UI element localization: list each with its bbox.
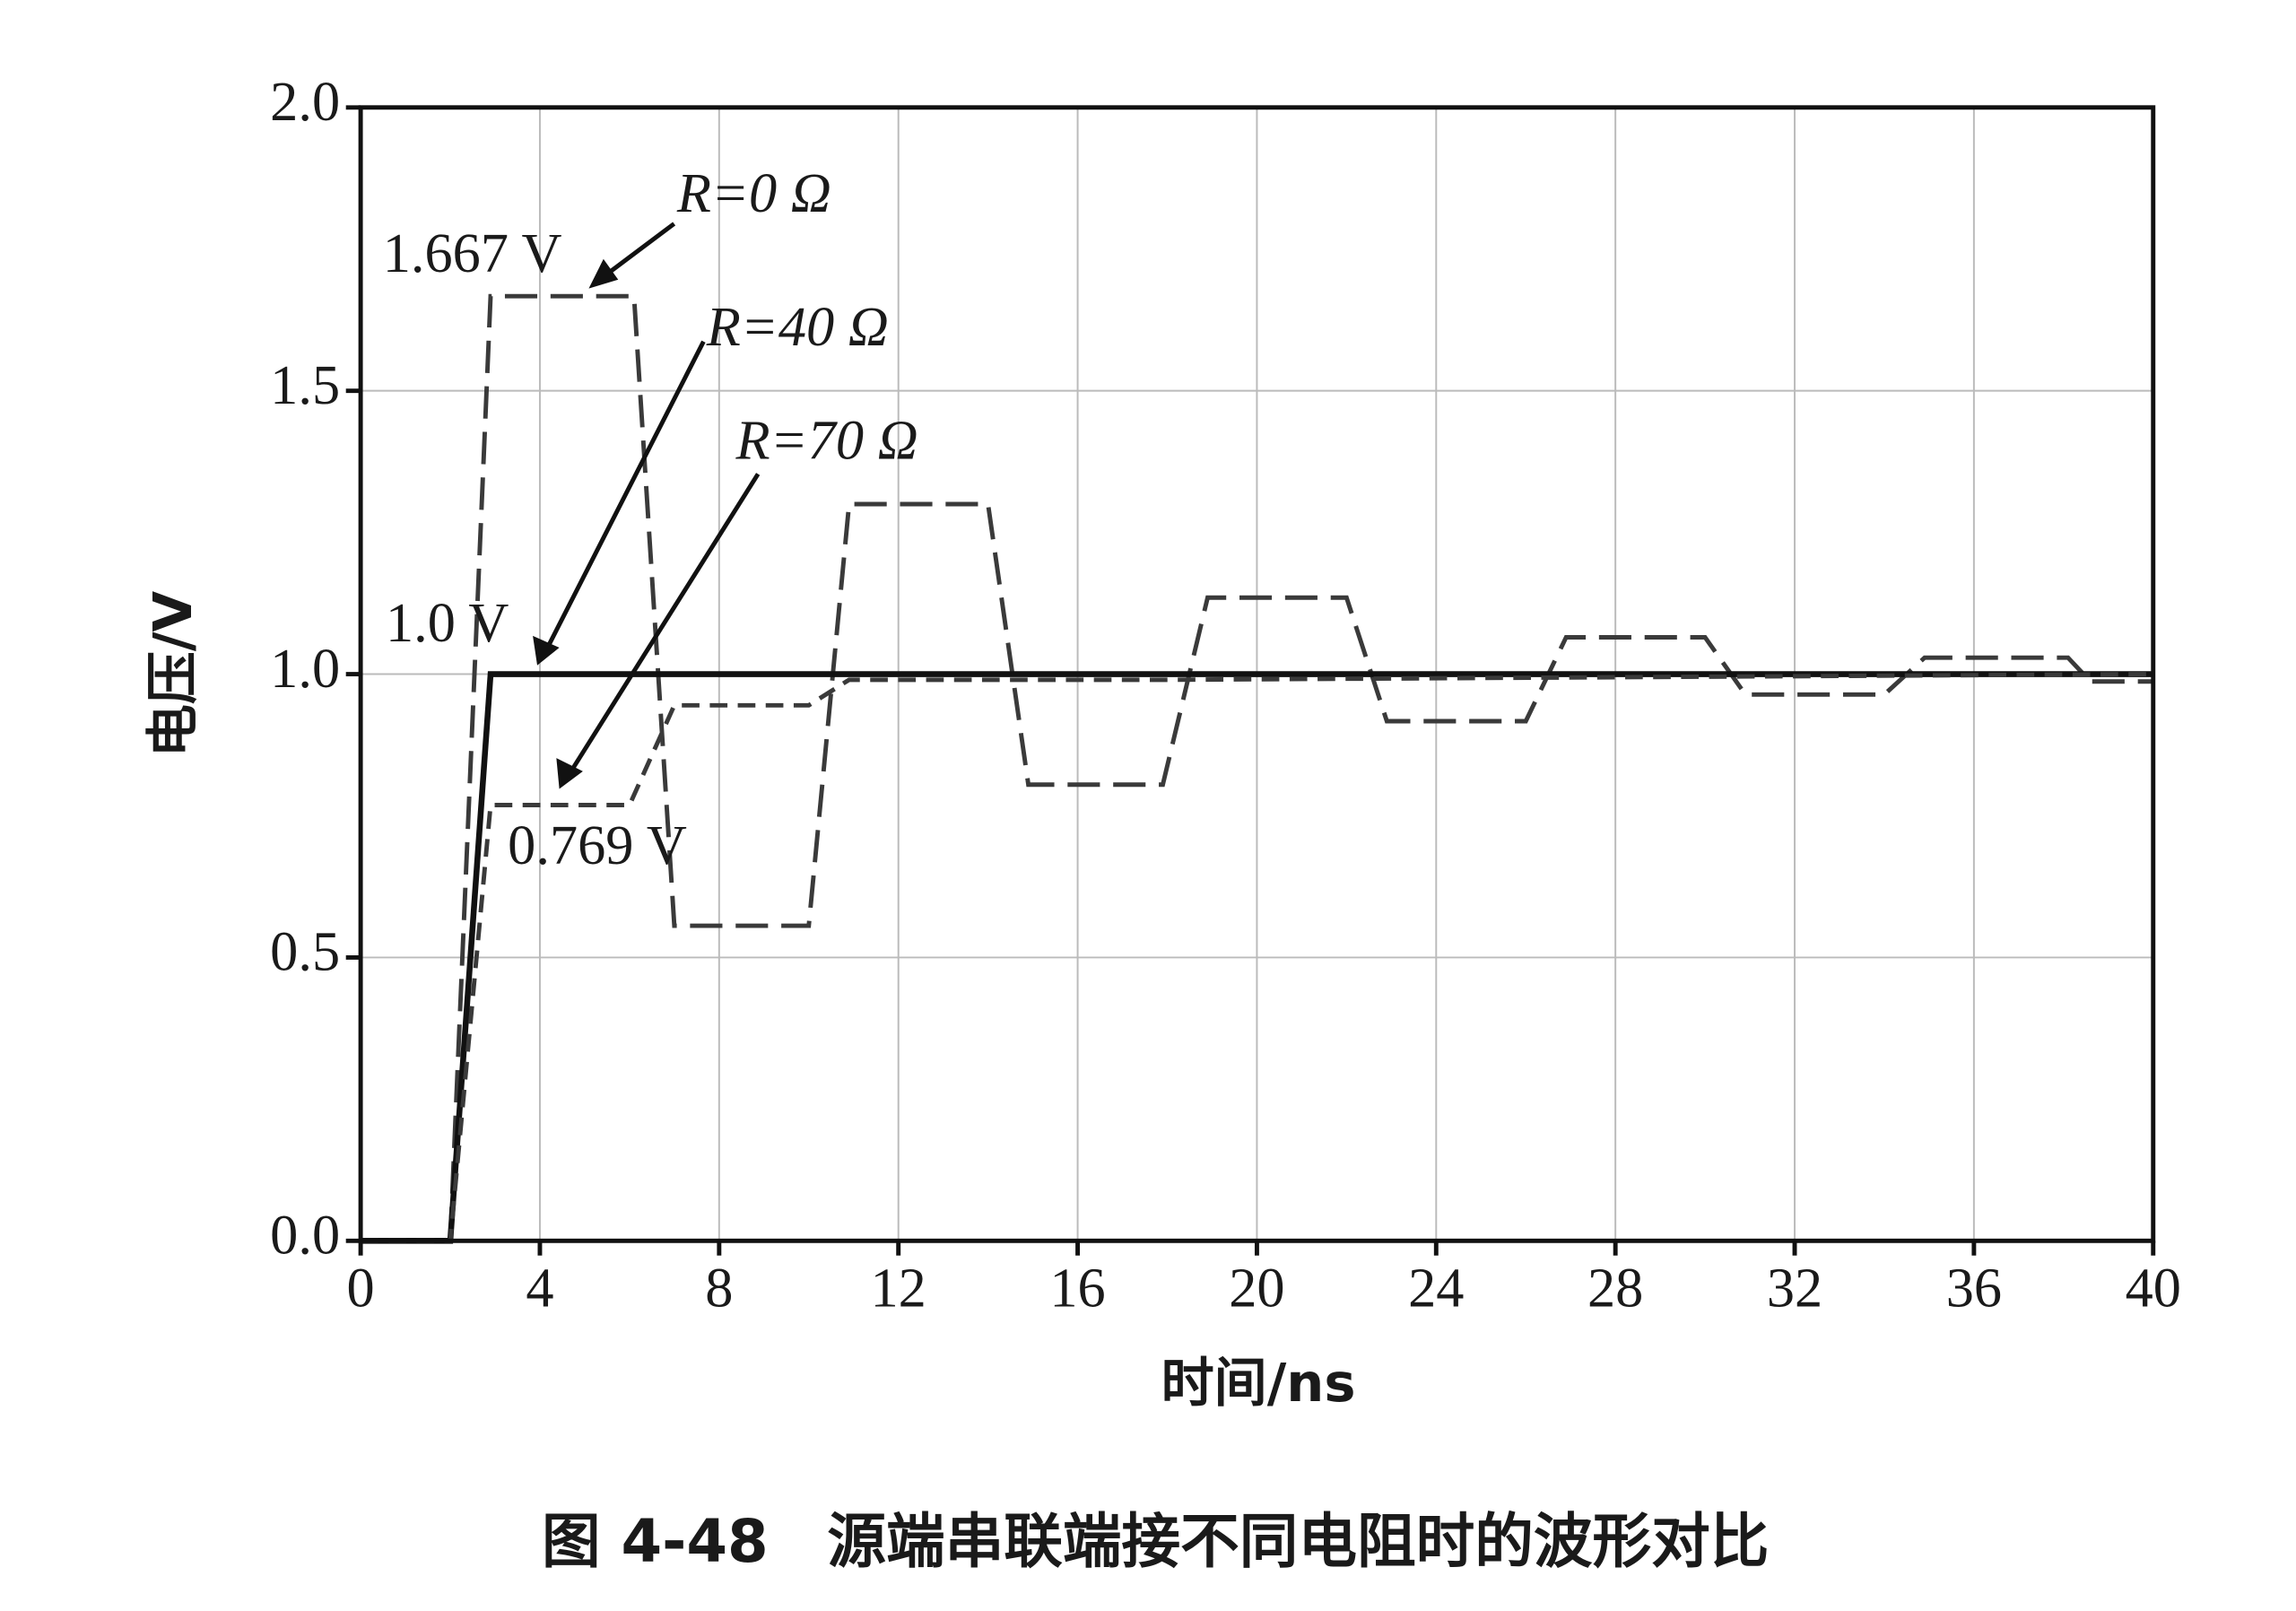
arrow-head xyxy=(556,758,583,789)
annotation: 1.667 V xyxy=(383,222,562,284)
series-line xyxy=(361,672,2153,1243)
series-label: R=0 Ω xyxy=(676,162,831,224)
x-tick-label: 0 xyxy=(347,1258,375,1319)
y-tick-label: 2.0 xyxy=(270,71,340,133)
ticks: 0.0 0.5 1.0 1.5 2.0 0 4 8 12 16 20 24 28 32 36 40 xyxy=(270,71,2181,1319)
x-tick-label: 40 xyxy=(2126,1258,2181,1319)
x-tick-label: 36 xyxy=(1946,1258,2002,1319)
x-tick-label: 20 xyxy=(1229,1258,1284,1319)
x-tick-label: 12 xyxy=(871,1258,926,1319)
series-label: R=70 Ω xyxy=(735,410,918,472)
x-tick-label: 8 xyxy=(705,1258,733,1319)
y-tick-label: 0.0 xyxy=(270,1205,340,1267)
x-tick-label: 28 xyxy=(1587,1258,1643,1319)
annotations: 1.667 V 1.0 V 0.769 V R=0 Ω R=40 Ω R=70 … xyxy=(383,162,918,876)
y-tick-label: 0.5 xyxy=(270,921,340,983)
annotation: 1.0 V xyxy=(386,592,509,654)
arrow-head xyxy=(533,635,560,666)
series-label: R=40 Ω xyxy=(706,296,889,358)
arrow xyxy=(545,340,706,649)
x-tick-label: 32 xyxy=(1767,1258,1822,1319)
y-tick-label: 1.0 xyxy=(270,638,340,700)
x-tick-label: 4 xyxy=(526,1258,553,1319)
x-tick-label: 24 xyxy=(1408,1258,1464,1319)
x-tick-label: 16 xyxy=(1049,1258,1105,1319)
y-tick-label: 1.5 xyxy=(270,354,340,416)
x-axis-label: 时间/ns xyxy=(1161,1352,1356,1414)
arrow xyxy=(602,222,676,279)
arrow xyxy=(569,473,761,773)
annotation: 0.769 V xyxy=(508,814,687,876)
caption: 图 4-48 源端串联端接不同电阻时的波形对比 xyxy=(542,1508,1769,1576)
arrow-head xyxy=(588,258,619,289)
y-axis-label: 电压/V xyxy=(142,591,204,758)
